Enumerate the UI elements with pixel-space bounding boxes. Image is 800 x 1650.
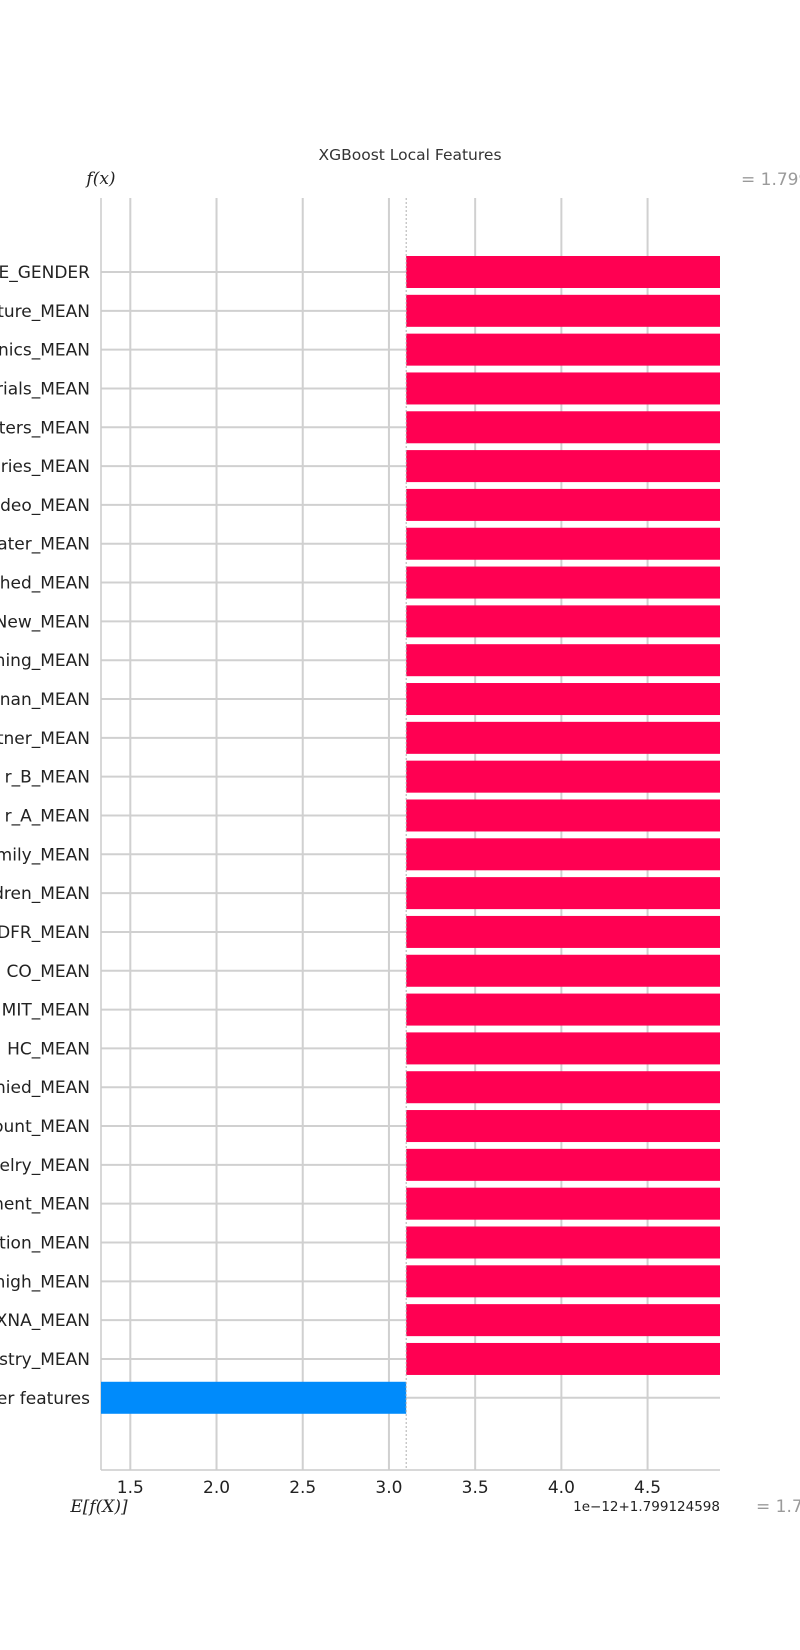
feature-bar xyxy=(101,1381,407,1414)
feature-bar xyxy=(406,1148,720,1181)
fx-value: = 1.799 xyxy=(741,170,800,190)
chart-title: XGBoost Local Features xyxy=(318,146,501,164)
feature-label: ries_MEAN xyxy=(1,457,90,477)
x-tick-label: 1.5 xyxy=(117,1478,144,1498)
feature-label: New_MEAN xyxy=(0,612,90,632)
feature-bar xyxy=(406,605,720,638)
feature-label: ning_MEAN xyxy=(0,651,90,671)
feature-bar xyxy=(406,294,720,327)
feature-label: ture_MEAN xyxy=(0,302,90,322)
feature-bar xyxy=(406,527,720,560)
feature-bar xyxy=(406,450,720,483)
feature-label: tion_MEAN xyxy=(0,1234,90,1254)
feature-label: r_A_MEAN xyxy=(5,806,90,826)
efx-value: = 1.79 xyxy=(756,1497,800,1517)
feature-bar xyxy=(406,488,720,521)
feature-bar xyxy=(406,256,720,288)
feature-label: nied_MEAN xyxy=(0,1078,90,1098)
bar-layer xyxy=(101,198,720,1470)
feature-label: stry_MEAN xyxy=(0,1350,90,1370)
feature-bar xyxy=(406,799,720,832)
x-tick-label: 2.0 xyxy=(203,1478,230,1498)
feature-bar xyxy=(406,1226,720,1259)
feature-label: ater_MEAN xyxy=(0,535,90,555)
feature-label: elry_MEAN xyxy=(0,1156,90,1176)
feature-bar xyxy=(406,566,720,599)
feature-label: DFR_MEAN xyxy=(0,923,90,943)
feature-bar xyxy=(406,954,720,987)
x-tick-label: 2.5 xyxy=(289,1478,316,1498)
efx-label: E[f(X)] xyxy=(69,1497,128,1517)
feature-label: nigh_MEAN xyxy=(0,1272,90,1292)
feature-bar xyxy=(406,1304,720,1337)
fx-label: f(x) xyxy=(84,169,115,189)
feature-label: mily_MEAN xyxy=(0,845,90,865)
feature-label: E_GENDER xyxy=(0,263,90,283)
x-tick-label: 4.5 xyxy=(634,1478,661,1498)
feature-label: MIT_MEAN xyxy=(2,1001,90,1021)
feature-label: HC_MEAN xyxy=(7,1039,90,1059)
feature-bar xyxy=(406,1187,720,1220)
feature-bar xyxy=(406,1032,720,1065)
feature-bar xyxy=(406,993,720,1026)
x-tick-label: 3.0 xyxy=(375,1478,402,1498)
feature-label: deo_MEAN xyxy=(0,496,90,516)
feature-label: hed_MEAN xyxy=(0,574,90,594)
feature-bar xyxy=(406,1342,720,1375)
feature-label: dren_MEAN xyxy=(0,884,90,904)
feature-bar xyxy=(406,411,720,444)
feature-bar xyxy=(406,838,720,871)
feature-label: r_B_MEAN xyxy=(5,768,90,788)
feature-label: rials_MEAN xyxy=(0,379,90,399)
x-tick-label: 3.5 xyxy=(462,1478,489,1498)
feature-label: tner_MEAN xyxy=(0,729,90,749)
x-tick-label: 4.0 xyxy=(548,1478,575,1498)
feature-bar xyxy=(406,644,720,677)
feature-bar xyxy=(406,760,720,793)
feature-bar xyxy=(406,372,720,405)
feature-bar xyxy=(406,721,720,754)
feature-label: nan_MEAN xyxy=(0,690,90,710)
feature-bar xyxy=(406,1265,720,1298)
feature-label: ount_MEAN xyxy=(0,1117,90,1137)
feature-label: ters_MEAN xyxy=(0,418,90,438)
feature-label: her features xyxy=(0,1389,90,1409)
feature-label: CO_MEAN xyxy=(6,962,90,982)
feature-bar xyxy=(406,915,720,948)
feature-label: nics_MEAN xyxy=(0,341,90,361)
feature-bar xyxy=(406,1110,720,1143)
feature-bar xyxy=(406,877,720,910)
feature-label: XNA_MEAN xyxy=(0,1311,90,1331)
feature-label: nent_MEAN xyxy=(0,1195,90,1215)
xaxis-offset-text: 1e−12+1.799124598 xyxy=(573,1499,720,1515)
feature-bar xyxy=(406,1071,720,1104)
feature-bar xyxy=(406,333,720,366)
feature-bar xyxy=(406,683,720,716)
label-layer: E_GENDER ture_MEAN nics_MEAN rials_MEANters… xyxy=(0,263,661,1498)
